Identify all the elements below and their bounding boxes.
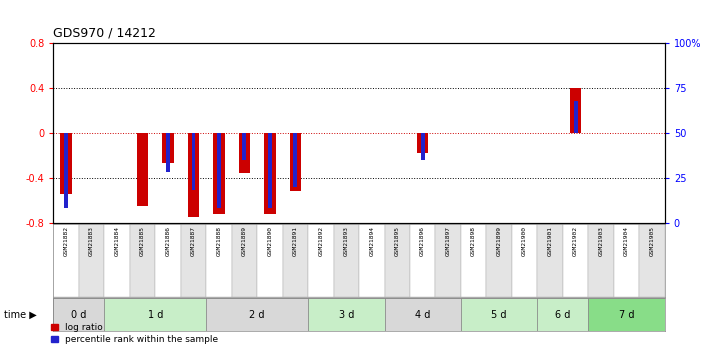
Text: GSM21900: GSM21900 bbox=[522, 226, 527, 256]
Bar bbox=[410, 224, 435, 297]
Bar bbox=[232, 224, 257, 297]
Text: 6 d: 6 d bbox=[555, 310, 570, 320]
Text: 0 d: 0 d bbox=[71, 310, 87, 320]
Text: GSM21889: GSM21889 bbox=[242, 226, 247, 256]
Text: time ▶: time ▶ bbox=[4, 310, 36, 320]
Bar bbox=[60, 133, 72, 195]
Bar bbox=[217, 133, 221, 208]
Text: GSM21892: GSM21892 bbox=[319, 226, 324, 256]
Bar bbox=[563, 224, 589, 297]
Text: GSM21883: GSM21883 bbox=[89, 226, 94, 256]
Bar bbox=[435, 224, 461, 297]
Bar bbox=[191, 133, 196, 190]
Bar bbox=[574, 100, 577, 133]
Bar bbox=[308, 298, 385, 331]
Bar bbox=[333, 224, 359, 297]
Text: GSM21901: GSM21901 bbox=[547, 226, 552, 256]
Bar bbox=[206, 298, 308, 331]
Text: 4 d: 4 d bbox=[415, 310, 430, 320]
Bar bbox=[589, 298, 665, 331]
Bar bbox=[538, 224, 563, 297]
Bar bbox=[538, 298, 589, 331]
Bar bbox=[105, 224, 129, 297]
Bar bbox=[213, 133, 225, 214]
Bar bbox=[239, 133, 250, 173]
Bar bbox=[614, 224, 639, 297]
Text: GSM21891: GSM21891 bbox=[293, 226, 298, 256]
Bar bbox=[283, 224, 308, 297]
Text: 1 d: 1 d bbox=[148, 310, 163, 320]
Text: GSM21902: GSM21902 bbox=[573, 226, 578, 256]
Bar bbox=[264, 133, 276, 214]
Text: GSM21888: GSM21888 bbox=[216, 226, 221, 256]
Text: GSM21885: GSM21885 bbox=[140, 226, 145, 256]
Bar bbox=[359, 224, 385, 297]
Text: GSM21904: GSM21904 bbox=[624, 226, 629, 256]
Bar bbox=[137, 133, 148, 206]
Text: GSM21887: GSM21887 bbox=[191, 226, 196, 256]
Text: 5 d: 5 d bbox=[491, 310, 507, 320]
Bar bbox=[155, 224, 181, 297]
Text: GSM21890: GSM21890 bbox=[267, 226, 272, 256]
Bar bbox=[129, 224, 155, 297]
Bar bbox=[461, 298, 538, 331]
Bar bbox=[294, 133, 297, 187]
Bar bbox=[385, 298, 461, 331]
Bar bbox=[53, 298, 105, 331]
Text: GSM21886: GSM21886 bbox=[166, 226, 171, 256]
Text: GSM21899: GSM21899 bbox=[497, 226, 502, 256]
Text: GSM21884: GSM21884 bbox=[114, 226, 119, 256]
Bar bbox=[64, 133, 68, 208]
Text: GSM21895: GSM21895 bbox=[395, 226, 400, 256]
Bar bbox=[257, 224, 283, 297]
Text: GSM21905: GSM21905 bbox=[650, 226, 655, 256]
Bar bbox=[79, 224, 105, 297]
Bar bbox=[417, 133, 429, 153]
Bar bbox=[308, 224, 333, 297]
Bar bbox=[512, 224, 538, 297]
Bar bbox=[206, 224, 232, 297]
Bar bbox=[242, 133, 246, 160]
Bar bbox=[486, 224, 512, 297]
Text: 2 d: 2 d bbox=[250, 310, 265, 320]
Bar bbox=[166, 133, 170, 172]
Bar bbox=[570, 88, 582, 133]
Text: GSM21893: GSM21893 bbox=[344, 226, 349, 256]
Bar bbox=[385, 224, 410, 297]
Text: 3 d: 3 d bbox=[338, 310, 354, 320]
Bar bbox=[268, 133, 272, 208]
Text: GSM21882: GSM21882 bbox=[63, 226, 68, 256]
Bar bbox=[188, 133, 199, 217]
Bar bbox=[105, 298, 206, 331]
Legend: log ratio, percentile rank within the sample: log ratio, percentile rank within the sa… bbox=[50, 323, 218, 344]
Bar bbox=[289, 133, 301, 191]
Bar bbox=[181, 224, 206, 297]
Text: GDS970 / 14212: GDS970 / 14212 bbox=[53, 27, 156, 40]
Text: GSM21896: GSM21896 bbox=[420, 226, 425, 256]
Text: GSM21903: GSM21903 bbox=[599, 226, 604, 256]
Bar bbox=[461, 224, 486, 297]
Text: GSM21894: GSM21894 bbox=[369, 226, 374, 256]
Bar bbox=[589, 224, 614, 297]
Bar bbox=[421, 133, 424, 160]
Text: 7 d: 7 d bbox=[619, 310, 634, 320]
Bar bbox=[639, 224, 665, 297]
Bar bbox=[53, 224, 79, 297]
Text: GSM21898: GSM21898 bbox=[471, 226, 476, 256]
Text: GSM21897: GSM21897 bbox=[446, 226, 451, 256]
Bar bbox=[162, 133, 173, 163]
